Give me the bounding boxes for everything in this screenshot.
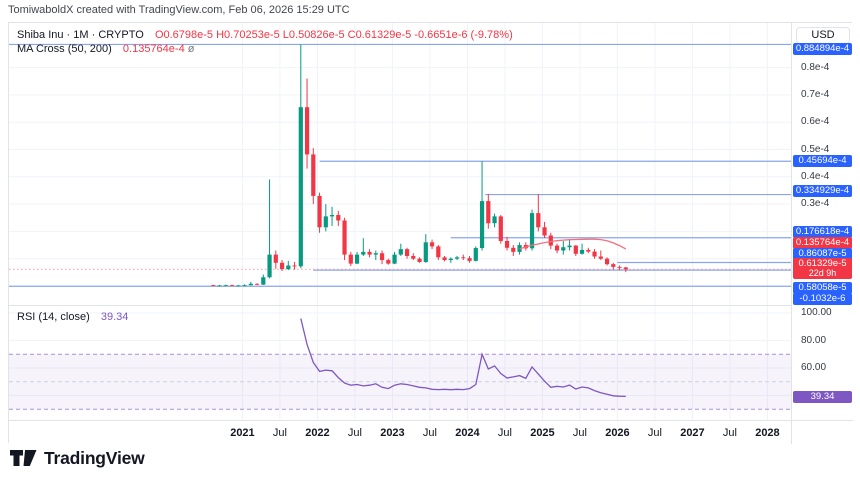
legend-separator: · (91, 29, 96, 41)
ma-cross-legend[interactable]: MA Cross (50, 200) 0.135764e-4 ø (17, 43, 194, 55)
price-axis-tick: 0.5e-4 (801, 143, 830, 155)
tradingview-logo[interactable]: TradingView (10, 448, 145, 469)
time-axis-label: Jul (572, 427, 587, 439)
price-axis-tick: 0.3e-4 (801, 198, 830, 210)
time-axis-label: Jul (497, 427, 512, 439)
symbol-legend: Shiba Inu · 1M · CRYPTO O0.6798e-5 H0.70… (17, 29, 513, 41)
time-axis-label: 2028 (755, 427, 780, 439)
price-badge: 0.135764e-4 (793, 237, 852, 249)
price-axis[interactable]: USD 0.8e-4 0.7e-4 0.6e-4 0.5e-4 0.4e-4 0.3e-4… (791, 23, 853, 420)
rsi-axis-tick: 100.00 (801, 307, 832, 318)
price-badge: 0.61329e-5 22d 9h (793, 257, 852, 279)
time-axis-label: Jul (347, 427, 362, 439)
tradingview-logo-icon (10, 450, 37, 466)
time-axis-label: 2025 (530, 427, 555, 439)
symbol-exchange: CRYPTO (98, 29, 144, 41)
price-axis-tick: 0.6e-4 (801, 116, 830, 128)
price-badge: 0.58058e-5 (793, 282, 852, 294)
attribution-text: TomiwaboldX created with TradingView.com… (8, 4, 350, 16)
symbol-title[interactable]: Shiba Inu (17, 29, 64, 41)
rsi-name: RSI (17, 311, 36, 323)
candlestick-series[interactable] (211, 44, 628, 287)
time-axis-label: 2024 (455, 427, 480, 439)
time-axis-label: Jul (272, 427, 287, 439)
price-axis-tick: 0.7e-4 (801, 88, 830, 100)
pane-separator[interactable] (9, 305, 853, 306)
rsi-params: (14, close) (38, 311, 90, 323)
price-badge: 0.176618e-4 (793, 226, 852, 238)
legend-separator: · (66, 29, 71, 41)
rsi-value: 39.34 (100, 311, 129, 323)
price-axis-tick: 0.4e-4 (801, 170, 830, 182)
time-axis-label: Jul (422, 427, 437, 439)
rsi-legend[interactable]: RSI (14, close) 39.34 (17, 311, 128, 323)
ma-cross-empty-value: ø (187, 43, 195, 55)
ohlc-low: L0.50826e-5 (282, 29, 345, 41)
ma50-line[interactable] (519, 238, 627, 250)
price-level-lines[interactable] (9, 43, 791, 287)
time-axis-label: Jul (722, 427, 737, 439)
price-badge: 0.884894e-4 (793, 43, 852, 55)
axis-corner (791, 420, 853, 444)
ma-cross-params: (50, 200) (67, 43, 112, 55)
rsi-line[interactable] (300, 318, 626, 398)
price-badge: 0.86087e-5 (793, 248, 852, 260)
price-badge: 0.45694e-4 (793, 155, 852, 167)
tradingview-logo-text: TradingView (44, 448, 145, 468)
chart-widget: Shiba Inu · 1M · CRYPTO O0.6798e-5 H0.70… (8, 22, 853, 444)
rsi-band (9, 353, 791, 410)
chart-plot-svg[interactable] (9, 23, 853, 444)
price-badge: -0.1032e-6 (793, 293, 852, 305)
time-axis-label: Jul (647, 427, 662, 439)
ohlc-high: H0.70253e-5 (216, 29, 280, 41)
ohlc-open: O0.6798e-5 (154, 29, 214, 41)
time-axis[interactable]: 2021 Jul 2022 Jul 2023 Jul 2024 Jul 2025 Jul 2026 J… (9, 420, 791, 444)
time-axis-label: 2021 (230, 427, 255, 439)
time-axis-label: 2023 (380, 427, 405, 439)
price-badge: 0.334929e-4 (793, 185, 852, 197)
time-axis-label: 2027 (680, 427, 705, 439)
ohlc-change: -0.6651e-6 (-9.78%) (414, 29, 513, 41)
rsi-axis-tick: 60.00 (801, 362, 827, 373)
ma-cross-value: 0.135764e-4 (122, 43, 185, 55)
time-axis-label: 2022 (305, 427, 330, 439)
symbol-interval[interactable]: 1M (73, 29, 89, 41)
time-axis-label: 2026 (605, 427, 630, 439)
price-badge: 39.34 (793, 391, 852, 403)
price-axis-tick: 0.8e-4 (801, 61, 830, 73)
rsi-axis-tick: 80.00 (801, 334, 827, 346)
ohlc-close: C0.61329e-5 (347, 29, 412, 41)
ma-cross-name: MA Cross (17, 43, 65, 55)
currency-toggle-button[interactable]: USD (796, 27, 850, 44)
